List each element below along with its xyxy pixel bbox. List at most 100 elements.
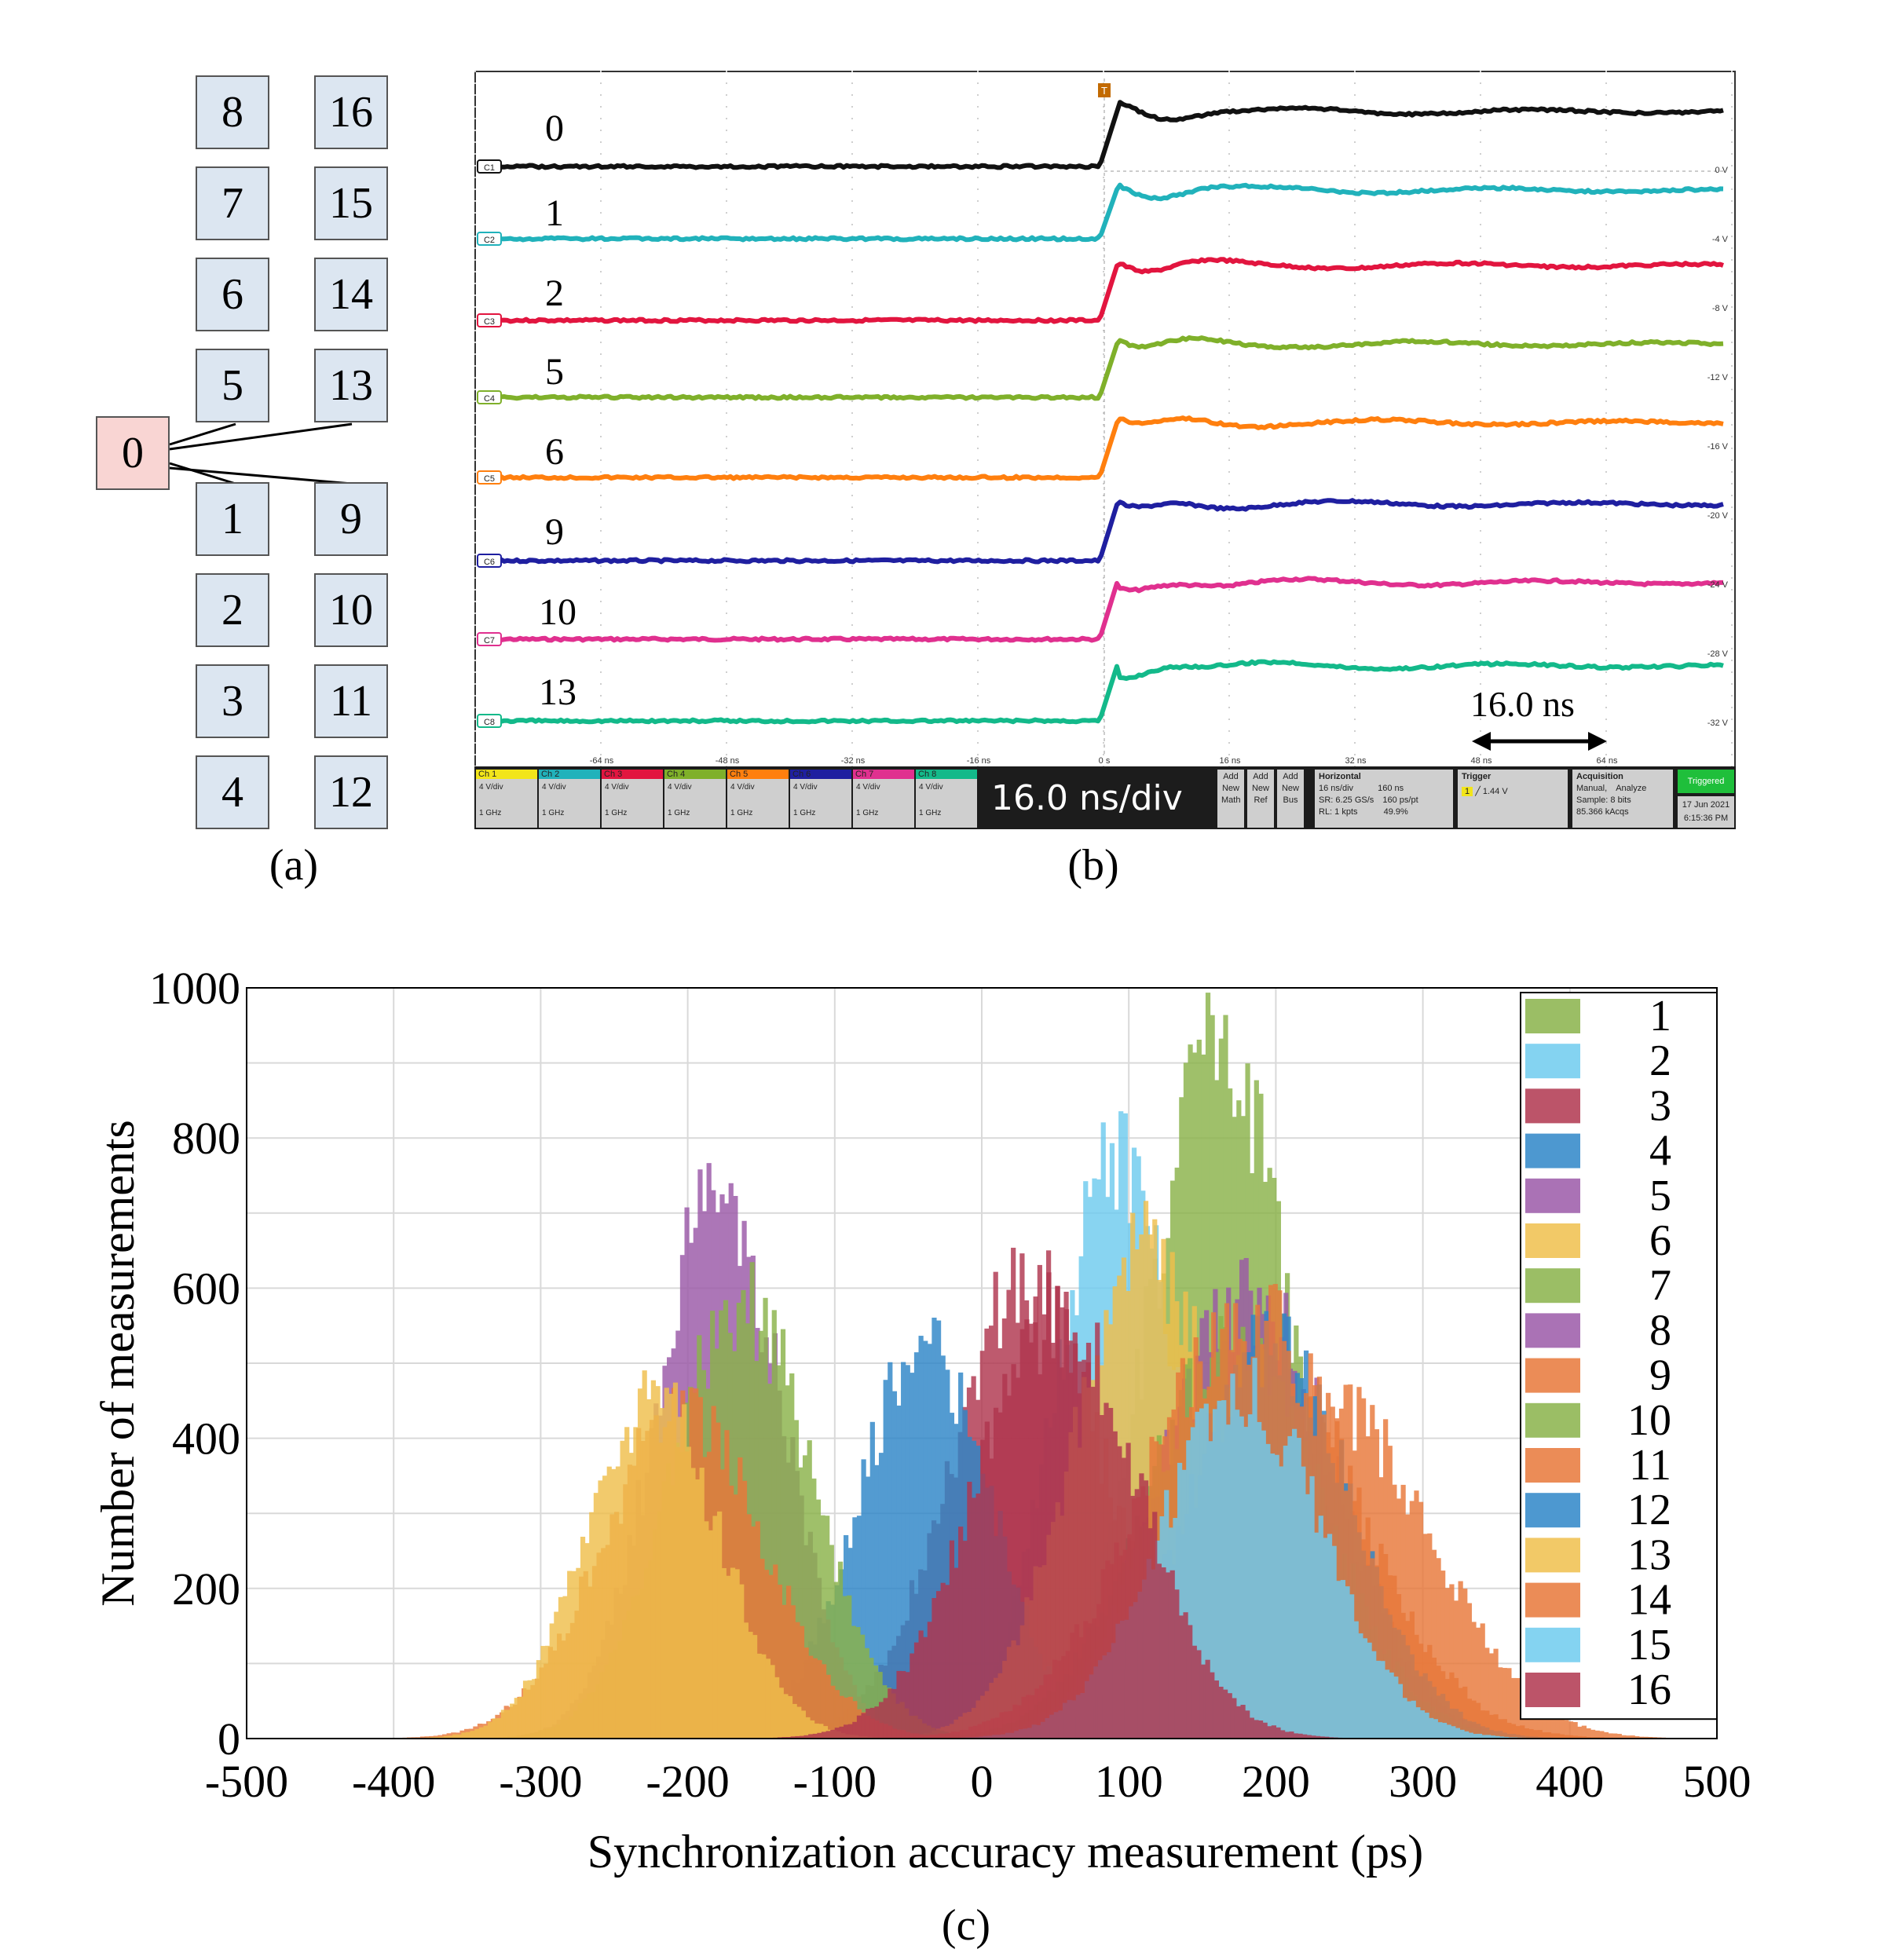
- histogram-bar: [1334, 1421, 1340, 1739]
- trigger-marker: [1098, 83, 1111, 97]
- histogram-series: [768, 1272, 1343, 1739]
- channel-bw: 1 GHz: [542, 809, 565, 817]
- histogram-bar: [1493, 1648, 1499, 1739]
- histogram-bar: [1475, 1627, 1481, 1739]
- histogram-bar: [1183, 1612, 1188, 1739]
- histogram-bar: [1383, 1554, 1389, 1739]
- histogram-bar: [1429, 1717, 1434, 1739]
- horizontal-panel[interactable]: Horizontal 16 ns/div 160 ns SR: 6.25 GS/…: [1315, 770, 1453, 828]
- histogram-bar: [790, 1736, 796, 1739]
- volt-label: -28 V: [1707, 649, 1729, 659]
- histogram-bar: [773, 1564, 778, 1739]
- histogram-bar: [781, 1604, 787, 1739]
- channel-vdiv: 4 V/div: [668, 783, 692, 792]
- histogram-bar: [1488, 1653, 1495, 1739]
- histogram-bar: [1586, 1728, 1591, 1739]
- histogram-bar: [456, 1734, 462, 1739]
- histogram-bar: [1073, 1343, 1078, 1739]
- histogram-bar: [554, 1611, 559, 1739]
- histogram-bar: [1318, 1516, 1323, 1739]
- histogram-bar: [1475, 1702, 1481, 1739]
- channel-box-6[interactable]: Ch 6 4 V/div 1 GHz: [790, 770, 851, 828]
- histogram-bar: [896, 1670, 902, 1739]
- add-ref-button[interactable]: Add New Ref: [1247, 770, 1274, 828]
- histogram-bar: [1488, 1714, 1495, 1739]
- legend-swatch: [1525, 1448, 1580, 1483]
- histogram-bar: [624, 1427, 630, 1739]
- trigger-panel[interactable]: Trigger 1 ╱ 1.44 V: [1458, 770, 1568, 828]
- histogram-bar: [734, 1569, 740, 1739]
- histogram-bar: [940, 1582, 946, 1739]
- histogram-bar: [637, 1388, 643, 1739]
- histogram-bar: [1484, 1647, 1490, 1739]
- histogram-bar: [980, 1439, 986, 1739]
- histogram-bar: [785, 1385, 790, 1739]
- histogram-bar: [1280, 1730, 1286, 1739]
- histogram-bar: [1581, 1736, 1587, 1739]
- histogram-bar: [589, 1512, 595, 1739]
- histogram-bar: [712, 1516, 718, 1739]
- trace-label: 6: [545, 431, 564, 473]
- histogram-bar: [748, 1632, 753, 1739]
- histogram-bar: [664, 1388, 669, 1739]
- channel-marker-badge: [477, 470, 502, 485]
- histogram-bar: [759, 1559, 765, 1739]
- add-bus-button[interactable]: Add New Bus: [1277, 770, 1304, 828]
- legend-swatch: [1525, 1268, 1580, 1304]
- x-tick-label: -300: [499, 1756, 582, 1807]
- legend-swatch: [1525, 1044, 1580, 1079]
- histogram-bar: [935, 1591, 942, 1739]
- histogram-bar: [1287, 1435, 1293, 1739]
- histogram-bar: [905, 1365, 910, 1739]
- legend-swatch: [1525, 1313, 1580, 1348]
- histogram-bar: [1082, 1359, 1087, 1739]
- histogram-bar: [847, 1724, 853, 1739]
- waveform-trace: [480, 576, 1723, 643]
- acquisition-panel[interactable]: Acquisition Manual, Analyze Sample: 8 bi…: [1572, 770, 1673, 828]
- histogram-bar: [1186, 1440, 1191, 1739]
- histogram-bar: [1586, 1736, 1591, 1739]
- histogram-bar: [1630, 1735, 1635, 1739]
- legend-label: 3: [1649, 1081, 1671, 1130]
- trace-label: 9: [545, 511, 564, 553]
- channel-box-1[interactable]: Ch 1 4 V/div 1 GHz: [476, 770, 537, 828]
- trace-label: 2: [545, 272, 564, 314]
- channel-box-4[interactable]: Ch 4 4 V/div 1 GHz: [664, 770, 726, 828]
- histogram-bar: [1409, 1611, 1415, 1739]
- histogram-bar: [932, 1598, 937, 1739]
- node-left-5: 2: [196, 573, 269, 647]
- histogram-bar: [1178, 1615, 1184, 1739]
- histogram-bar: [443, 1735, 449, 1739]
- node-left-2: 6: [196, 258, 269, 331]
- histogram-bar: [461, 1732, 467, 1739]
- channel-box-7[interactable]: Ch 7 4 V/div 1 GHz: [853, 770, 914, 828]
- histogram-bar: [1459, 1729, 1465, 1739]
- trigger-slope-icon: ╱: [1475, 787, 1481, 796]
- legend-swatch: [1525, 1582, 1580, 1618]
- node-right-5: 10: [314, 573, 388, 647]
- histogram-chart: -500 -400 -300 -200 -100 0 100 200 300 400 500 0 200…: [92, 963, 1751, 1950]
- histogram-bar: [1638, 1736, 1644, 1739]
- add-math-button[interactable]: Add New Math: [1217, 770, 1244, 828]
- histogram-bar: [1546, 1711, 1552, 1739]
- histogram-bar: [1117, 1446, 1122, 1739]
- acquisition-mode: Analyze: [1616, 784, 1647, 793]
- histogram-bar: [1174, 1589, 1180, 1739]
- histogram-bar: [910, 1653, 915, 1739]
- x-tick-label: -400: [352, 1756, 435, 1807]
- channel-box-8[interactable]: Ch 8 4 V/div 1 GHz: [916, 770, 977, 828]
- histogram-bar: [1038, 1374, 1043, 1739]
- channel-box-2[interactable]: Ch 2 4 V/div 1 GHz: [539, 770, 600, 828]
- channel-box-5[interactable]: Ch 5 4 V/div 1 GHz: [727, 770, 789, 828]
- histogram-bar: [1269, 1454, 1276, 1739]
- histogram-bar: [756, 1653, 762, 1739]
- histogram-bar: [1362, 1638, 1368, 1739]
- histogram-bar: [1510, 1724, 1517, 1739]
- histogram-bar: [888, 1362, 893, 1739]
- channel-marker-badge: [477, 390, 502, 404]
- channel-box-3[interactable]: Ch 3 4 V/div 1 GHz: [602, 770, 663, 828]
- histogram-bar: [1336, 1581, 1341, 1739]
- histogram-bar: [918, 1336, 924, 1739]
- histogram-bar: [746, 1514, 752, 1739]
- volt-label: -12 V: [1707, 373, 1729, 382]
